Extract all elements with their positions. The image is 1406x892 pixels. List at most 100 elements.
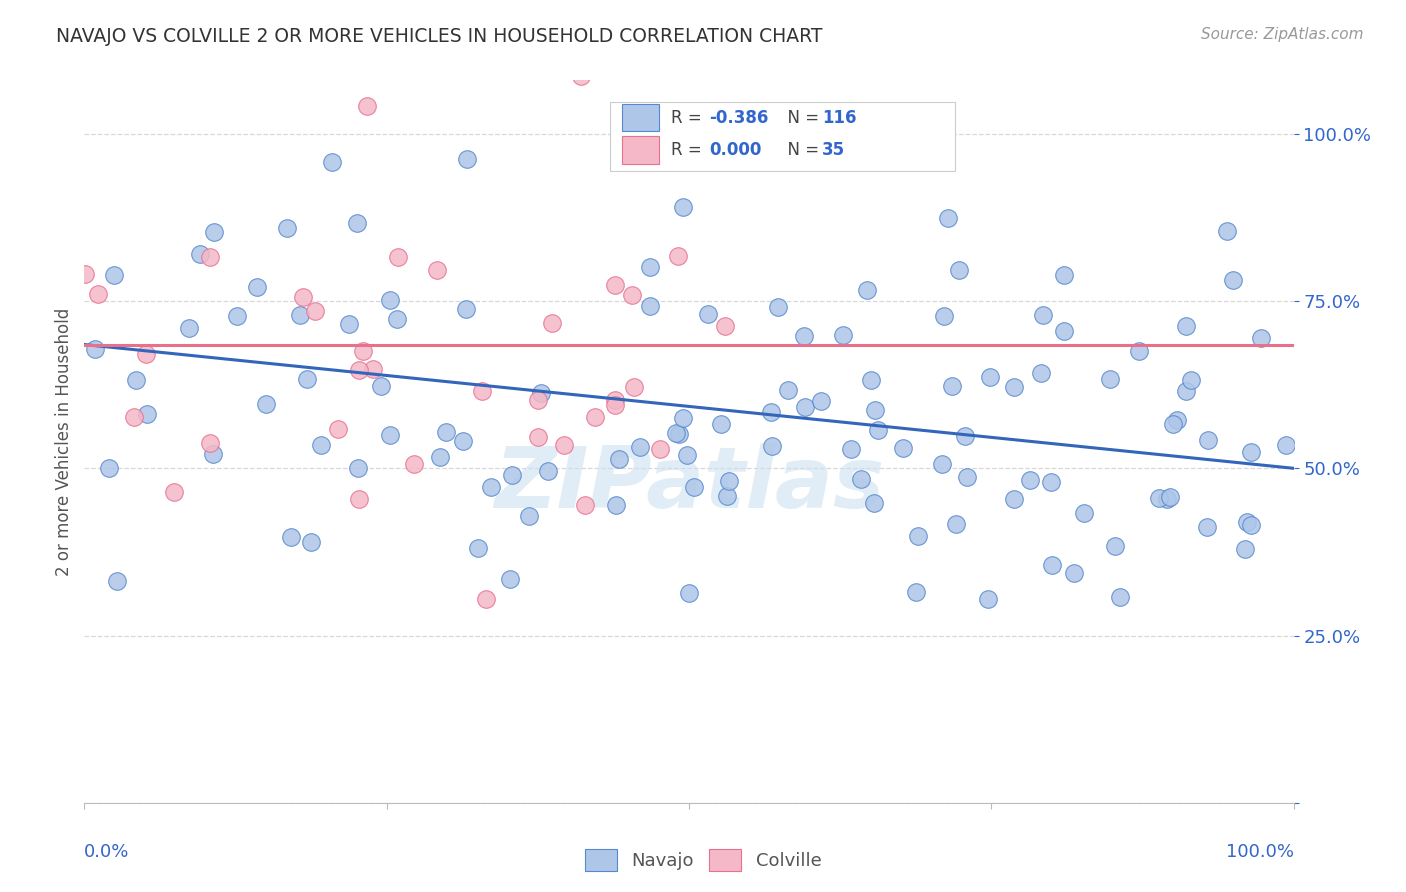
Point — [517, 508, 540, 523]
Point — [105, 574, 128, 589]
Point — [202, 226, 225, 240]
Point — [697, 307, 720, 321]
Point — [603, 278, 626, 293]
Point — [1040, 558, 1063, 572]
Point — [301, 534, 323, 549]
Point — [527, 430, 550, 444]
Text: NAVAJO VS COLVILLE 2 OR MORE VEHICLES IN HOUSEHOLD CORRELATION CHART: NAVAJO VS COLVILLE 2 OR MORE VEHICLES IN… — [56, 27, 823, 45]
Point — [98, 461, 121, 475]
Point — [402, 457, 425, 471]
Point — [280, 530, 302, 544]
Point — [1002, 491, 1025, 506]
Point — [759, 405, 782, 419]
Point — [607, 452, 630, 467]
Point — [868, 423, 890, 437]
Point — [498, 572, 520, 586]
Point — [1216, 224, 1239, 238]
Point — [434, 425, 457, 439]
Point — [363, 361, 385, 376]
Point — [1236, 515, 1258, 529]
Point — [1032, 309, 1054, 323]
Point — [678, 586, 700, 600]
Point — [1052, 324, 1074, 338]
Point — [1104, 539, 1126, 553]
Point — [621, 288, 644, 302]
Point — [668, 426, 690, 441]
Point — [385, 312, 408, 326]
Y-axis label: 2 or more Vehicles in Household: 2 or more Vehicles in Household — [55, 308, 73, 575]
Point — [863, 402, 886, 417]
Point — [474, 591, 496, 606]
Point — [103, 268, 125, 282]
Point — [541, 316, 564, 330]
Point — [321, 155, 343, 169]
Point — [352, 343, 374, 358]
Point — [1159, 490, 1181, 504]
Point — [467, 541, 489, 555]
Point — [718, 474, 741, 488]
Point — [603, 392, 626, 407]
Point — [454, 302, 477, 317]
Text: R =: R = — [671, 141, 707, 159]
Point — [1002, 380, 1025, 394]
Point — [1063, 566, 1085, 580]
Point — [479, 480, 502, 494]
Point — [839, 442, 862, 456]
Text: 0.0%: 0.0% — [84, 843, 129, 861]
Point — [326, 422, 349, 436]
Text: 35: 35 — [823, 141, 845, 159]
Point — [710, 417, 733, 431]
Point — [73, 267, 96, 281]
Point — [190, 247, 212, 261]
Point — [1239, 444, 1261, 458]
Point — [672, 411, 695, 425]
Point — [553, 438, 575, 452]
Point — [1161, 417, 1184, 431]
Point — [569, 69, 592, 83]
Point — [716, 489, 738, 503]
Point — [387, 250, 409, 264]
Point — [810, 393, 832, 408]
Point — [1195, 520, 1218, 534]
Point — [676, 448, 699, 462]
Point — [456, 152, 478, 166]
Point — [1250, 331, 1272, 345]
Point — [628, 440, 651, 454]
Point — [623, 379, 645, 393]
Point — [1240, 518, 1263, 533]
Point — [200, 436, 222, 450]
Point — [378, 427, 401, 442]
Point — [136, 407, 159, 421]
Point — [766, 300, 789, 314]
Point — [1018, 473, 1040, 487]
Point — [1233, 541, 1256, 556]
Point — [1166, 413, 1188, 427]
Text: 100.0%: 100.0% — [1226, 843, 1294, 861]
Text: R =: R = — [671, 109, 707, 127]
Text: -0.386: -0.386 — [710, 109, 769, 127]
Point — [941, 379, 963, 393]
Point — [254, 397, 277, 411]
Text: ZIPatlas: ZIPatlas — [494, 443, 884, 526]
Point — [583, 409, 606, 424]
Text: 0.000: 0.000 — [710, 141, 762, 159]
Point — [347, 461, 370, 475]
Point — [931, 457, 953, 471]
Point — [537, 464, 560, 478]
Point — [794, 400, 817, 414]
Point — [356, 99, 378, 113]
Point — [934, 309, 956, 323]
Point — [451, 434, 474, 449]
Point — [1180, 373, 1202, 387]
Point — [953, 429, 976, 443]
Point — [202, 447, 225, 461]
Point — [1128, 343, 1150, 358]
Point — [1147, 491, 1170, 505]
Point — [891, 442, 914, 456]
Point — [349, 491, 371, 506]
Text: N =: N = — [778, 141, 824, 159]
Point — [378, 293, 401, 308]
Point — [501, 468, 523, 483]
Point — [295, 372, 318, 386]
Point — [1275, 438, 1298, 452]
